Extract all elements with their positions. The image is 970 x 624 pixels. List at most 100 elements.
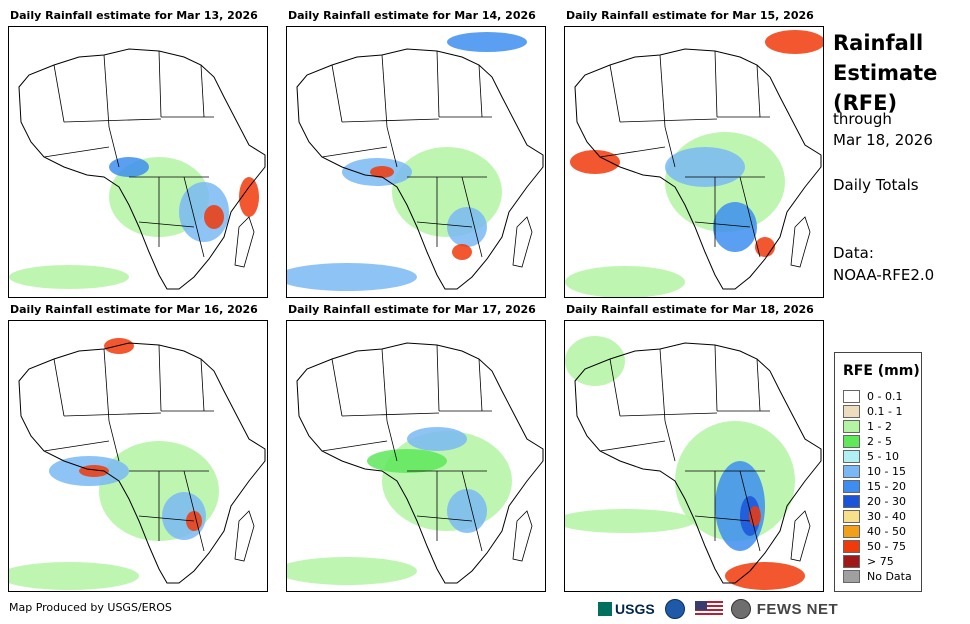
continent-outline <box>18 342 266 584</box>
legend-label: 50 - 75 <box>867 539 906 553</box>
country-border <box>103 348 110 422</box>
country-border <box>200 64 205 118</box>
country-border <box>416 221 473 228</box>
noaa-logo-icon <box>664 599 685 619</box>
country-border <box>659 348 666 422</box>
country-border <box>331 358 343 417</box>
africa-map <box>287 32 544 291</box>
rainfall-area <box>447 32 527 52</box>
country-border <box>108 126 120 168</box>
country-border <box>739 470 761 552</box>
usgs-text: USGS <box>615 601 655 617</box>
africa-map <box>565 336 822 590</box>
legend-swatch <box>843 539 860 553</box>
rainfall-area <box>370 166 394 178</box>
usgs-mark-icon <box>598 602 612 616</box>
country-border <box>183 470 205 552</box>
legend-label: 5 - 10 <box>867 449 899 463</box>
country-border <box>619 412 718 417</box>
country-border <box>694 515 751 522</box>
data-label: Data: <box>833 244 874 262</box>
rainfall-area <box>104 338 134 354</box>
country-border <box>381 54 388 128</box>
end-date: Mar 18, 2026 <box>833 131 933 149</box>
rainfall-area <box>749 506 761 526</box>
legend-label: 40 - 50 <box>867 524 906 538</box>
us-flag-icon <box>694 601 723 617</box>
country-border <box>756 358 761 412</box>
rainfall-area <box>9 265 129 289</box>
legend-swatch <box>843 464 860 478</box>
legend-item: 5 - 10 <box>843 449 899 463</box>
legend-item: 30 - 40 <box>843 509 906 523</box>
country-border <box>183 176 205 258</box>
country-border <box>158 50 162 118</box>
usgs-logo: USGS <box>598 601 655 617</box>
rainfall-map <box>286 26 546 298</box>
rainfall-area <box>204 205 224 229</box>
country-border <box>416 515 473 522</box>
title-line: Estimate <box>833 61 938 85</box>
panel-title: Daily Rainfall estimate for Mar 13, 2026 <box>10 9 258 22</box>
country-border <box>103 54 110 128</box>
rainfall-area <box>765 30 823 54</box>
legend-title: RFE (mm) <box>843 363 920 379</box>
map-panel-mar-16: Daily Rainfall estimate for Mar 16, 2026 <box>8 303 288 593</box>
legend-label: 0.1 - 1 <box>867 404 903 418</box>
country-border <box>43 440 110 452</box>
country-border <box>478 358 483 412</box>
rainfall-area <box>570 150 620 174</box>
totals-label: Daily Totals <box>833 176 919 194</box>
country-border <box>331 64 343 123</box>
panel-title: Daily Rainfall estimate for Mar 16, 2026 <box>10 303 258 316</box>
madagascar-outline <box>512 216 533 268</box>
country-border <box>381 348 388 422</box>
rainfall-area <box>367 449 447 473</box>
legend-item: 1 - 2 <box>843 419 892 433</box>
legend-item: 2 - 5 <box>843 434 892 448</box>
continent-outline <box>296 342 544 584</box>
madagascar-outline <box>512 510 533 562</box>
country-border <box>478 64 483 118</box>
through-label: through <box>833 110 892 128</box>
rainfall-area <box>665 147 745 187</box>
africa-map <box>9 338 266 590</box>
legend-swatch <box>843 509 860 523</box>
africa-map <box>565 30 823 297</box>
rainfall-area <box>447 207 487 247</box>
legend-label: 20 - 30 <box>867 494 906 508</box>
legend-label: > 75 <box>867 554 894 568</box>
product-title: Rainfall Estimate (RFE) <box>833 28 937 118</box>
rainfall-area <box>565 509 695 533</box>
state-dept-seal-icon <box>730 599 751 619</box>
country-border <box>43 146 110 158</box>
legend-item: 0 - 0.1 <box>843 389 902 403</box>
legend-label: 10 - 15 <box>867 464 906 478</box>
country-border <box>599 146 666 158</box>
country-border <box>108 420 120 462</box>
madagascar-outline <box>234 510 255 562</box>
map-panel-mar-18: Daily Rainfall estimate for Mar 18, 2026 <box>564 303 844 593</box>
rainfall-map <box>564 320 824 592</box>
continent-outline <box>574 342 822 584</box>
country-border <box>436 344 440 412</box>
country-border <box>138 221 195 228</box>
country-border <box>714 344 718 412</box>
country-border <box>756 64 761 118</box>
rainfall-map <box>8 320 268 592</box>
country-border <box>321 440 388 452</box>
rainfall-area <box>239 177 259 217</box>
map-panel-mar-15: Daily Rainfall estimate for Mar 15, 2026 <box>564 9 844 299</box>
country-border <box>739 176 761 258</box>
rainfall-area <box>452 244 472 260</box>
madagascar-outline <box>790 216 811 268</box>
country-border <box>664 420 676 462</box>
rainfall-area <box>109 157 149 177</box>
country-border <box>461 176 483 258</box>
country-border <box>321 146 388 158</box>
rainfall-area <box>79 465 109 477</box>
legend-item: 15 - 20 <box>843 479 906 493</box>
legend-swatch <box>843 554 860 568</box>
rainfall-area <box>407 427 467 451</box>
